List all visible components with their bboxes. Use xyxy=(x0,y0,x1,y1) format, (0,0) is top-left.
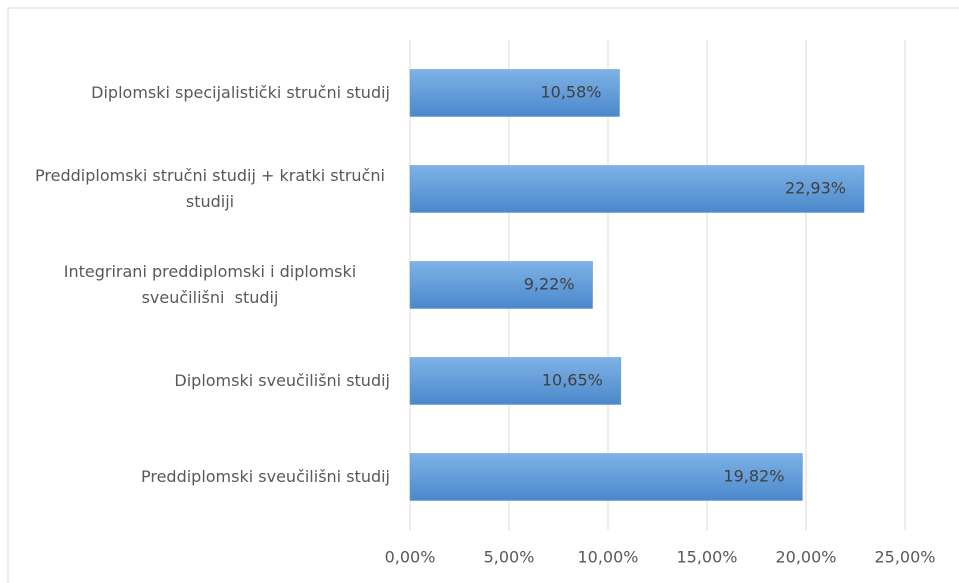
bar xyxy=(409,357,622,405)
y-tick-label: Integrirani preddiplomski i diplomski sv… xyxy=(63,262,362,307)
bar xyxy=(409,261,593,309)
data-label: 19,82% xyxy=(723,467,784,486)
y-tick-label: Diplomski sveučilišni studij xyxy=(174,371,390,390)
data-label: 10,65% xyxy=(542,371,603,390)
chart-border xyxy=(7,7,959,583)
y-tick-label: Preddiplomski stručni studij + kratki st… xyxy=(35,166,391,211)
y-tick-label: Diplomski specijalistički stručni studij xyxy=(91,83,390,102)
x-tick-label: 20,00% xyxy=(775,548,836,567)
x-tick-label: 5,00% xyxy=(484,548,535,567)
x-tick-label: 25,00% xyxy=(874,548,935,567)
data-label: 9,22% xyxy=(524,275,575,294)
y-tick-label: Preddiplomski sveučilišni studij xyxy=(140,467,390,486)
bar xyxy=(409,165,865,213)
x-tick-label: 0,00% xyxy=(385,548,436,567)
x-tick-label: 15,00% xyxy=(676,548,737,567)
bar xyxy=(409,69,620,117)
data-label: 22,93% xyxy=(785,179,846,198)
data-label: 10,58% xyxy=(540,83,601,102)
x-tick-label: 10,00% xyxy=(577,548,638,567)
bar xyxy=(409,453,803,501)
